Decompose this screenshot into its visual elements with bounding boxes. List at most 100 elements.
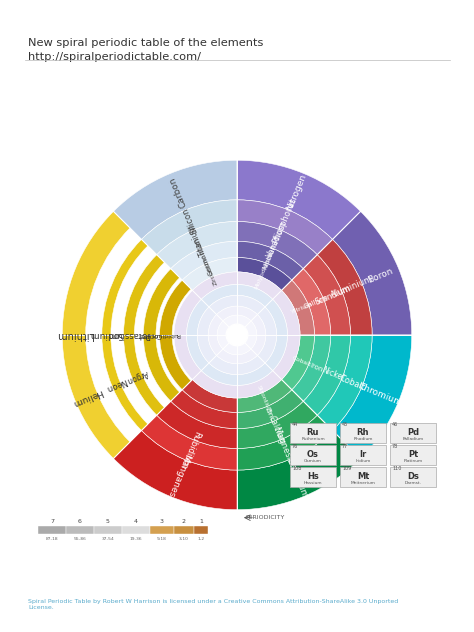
Text: Calcium: Calcium bbox=[266, 415, 287, 447]
Bar bbox=[340, 445, 386, 465]
Text: 87-18: 87-18 bbox=[46, 537, 58, 541]
Text: 9-18: 9-18 bbox=[157, 537, 167, 541]
Wedge shape bbox=[317, 335, 372, 430]
Text: Niobium: Niobium bbox=[261, 241, 278, 270]
Wedge shape bbox=[157, 221, 237, 269]
Text: Os: Os bbox=[307, 449, 319, 459]
Text: Hassium: Hassium bbox=[304, 481, 322, 485]
Bar bbox=[94, 526, 122, 533]
Wedge shape bbox=[237, 415, 333, 470]
Text: 6: 6 bbox=[78, 519, 82, 524]
Text: Iridium: Iridium bbox=[356, 459, 371, 463]
Text: Manganese: Manganese bbox=[164, 453, 192, 504]
Text: Platinum: Platinum bbox=[403, 459, 422, 463]
Wedge shape bbox=[141, 200, 237, 255]
Text: 78: 78 bbox=[392, 444, 398, 449]
Text: Vanadium: Vanadium bbox=[265, 220, 288, 258]
Wedge shape bbox=[237, 257, 292, 290]
Bar bbox=[194, 526, 208, 533]
Wedge shape bbox=[174, 272, 300, 398]
Wedge shape bbox=[282, 280, 314, 335]
Text: 3-10: 3-10 bbox=[179, 537, 189, 541]
Text: 45: 45 bbox=[342, 422, 348, 427]
Bar bbox=[38, 526, 66, 533]
Text: 5: 5 bbox=[106, 519, 110, 524]
Wedge shape bbox=[333, 212, 412, 335]
Text: Chromium: Chromium bbox=[357, 381, 403, 408]
Wedge shape bbox=[303, 335, 350, 415]
Wedge shape bbox=[143, 269, 180, 401]
Text: 3: 3 bbox=[160, 519, 164, 524]
Bar bbox=[122, 526, 150, 533]
Text: Copper: Copper bbox=[137, 332, 162, 338]
Text: Pd: Pd bbox=[407, 427, 419, 437]
Wedge shape bbox=[197, 295, 277, 375]
Text: 55-86: 55-86 bbox=[73, 537, 86, 541]
Wedge shape bbox=[237, 401, 317, 449]
Text: Neon: Neon bbox=[104, 377, 128, 393]
Bar bbox=[66, 526, 94, 533]
Wedge shape bbox=[171, 241, 237, 280]
Text: 108: 108 bbox=[292, 466, 301, 471]
Text: Osmium: Osmium bbox=[304, 459, 322, 463]
Wedge shape bbox=[237, 221, 317, 269]
Text: 1-2: 1-2 bbox=[198, 537, 205, 541]
Wedge shape bbox=[237, 390, 303, 428]
Bar bbox=[290, 423, 336, 443]
Text: Darmst.: Darmst. bbox=[404, 481, 421, 485]
Text: Molybdenum: Molybdenum bbox=[254, 250, 274, 290]
Text: Magnesium: Magnesium bbox=[271, 425, 298, 474]
Text: Ds: Ds bbox=[407, 471, 419, 480]
Text: 46: 46 bbox=[392, 422, 398, 427]
Wedge shape bbox=[292, 269, 331, 335]
Text: Rubidium: Rubidium bbox=[178, 430, 201, 470]
Text: Potassium: Potassium bbox=[108, 331, 150, 339]
Text: 2: 2 bbox=[182, 519, 186, 524]
Wedge shape bbox=[282, 335, 314, 390]
Text: Phosphorus: Phosphorus bbox=[271, 196, 298, 245]
Text: Carbon: Carbon bbox=[167, 175, 188, 209]
Text: Ir: Ir bbox=[359, 449, 366, 459]
Bar bbox=[340, 423, 386, 443]
Text: Boron: Boron bbox=[366, 267, 394, 285]
Text: Rhodium: Rhodium bbox=[353, 437, 373, 441]
Text: New spiral periodic table of the elements: New spiral periodic table of the element… bbox=[28, 38, 264, 48]
Text: Ru: Ru bbox=[307, 427, 319, 437]
Text: Pt: Pt bbox=[408, 449, 418, 459]
Text: Meitnerium: Meitnerium bbox=[351, 481, 375, 485]
Wedge shape bbox=[317, 240, 372, 335]
Text: Cobalt: Cobalt bbox=[292, 356, 312, 368]
Text: Beryllium: Beryllium bbox=[284, 456, 309, 500]
Text: Aluminium: Aluminium bbox=[329, 274, 374, 300]
Text: PERIODICITY: PERIODICITY bbox=[245, 515, 284, 520]
Wedge shape bbox=[102, 240, 148, 430]
Bar bbox=[174, 526, 194, 533]
Text: Zirconium: Zirconium bbox=[202, 255, 219, 286]
Text: 1: 1 bbox=[199, 519, 203, 524]
Text: Nickel: Nickel bbox=[320, 366, 345, 383]
Wedge shape bbox=[141, 415, 237, 470]
Text: Nitrogen: Nitrogen bbox=[284, 172, 308, 212]
Text: Sodium: Sodium bbox=[90, 331, 123, 339]
Wedge shape bbox=[217, 315, 257, 355]
Text: Cobalt: Cobalt bbox=[337, 373, 366, 392]
Wedge shape bbox=[333, 335, 412, 458]
Wedge shape bbox=[160, 280, 191, 390]
Text: 77: 77 bbox=[342, 444, 348, 449]
Wedge shape bbox=[237, 430, 361, 509]
Text: 76: 76 bbox=[292, 444, 298, 449]
Text: Yttrium: Yttrium bbox=[290, 301, 314, 315]
Text: Argon: Argon bbox=[125, 368, 149, 385]
Text: Titanium: Titanium bbox=[187, 222, 208, 257]
Bar bbox=[390, 423, 436, 443]
Wedge shape bbox=[187, 284, 287, 386]
Text: Lithium: Lithium bbox=[56, 330, 93, 340]
Wedge shape bbox=[237, 380, 292, 413]
Bar bbox=[390, 467, 436, 487]
Text: Silicon: Silicon bbox=[180, 205, 199, 234]
Text: Zinc: Zinc bbox=[264, 406, 275, 422]
Wedge shape bbox=[237, 200, 333, 255]
Circle shape bbox=[226, 324, 248, 346]
Wedge shape bbox=[157, 401, 237, 449]
Text: 110: 110 bbox=[392, 466, 401, 471]
